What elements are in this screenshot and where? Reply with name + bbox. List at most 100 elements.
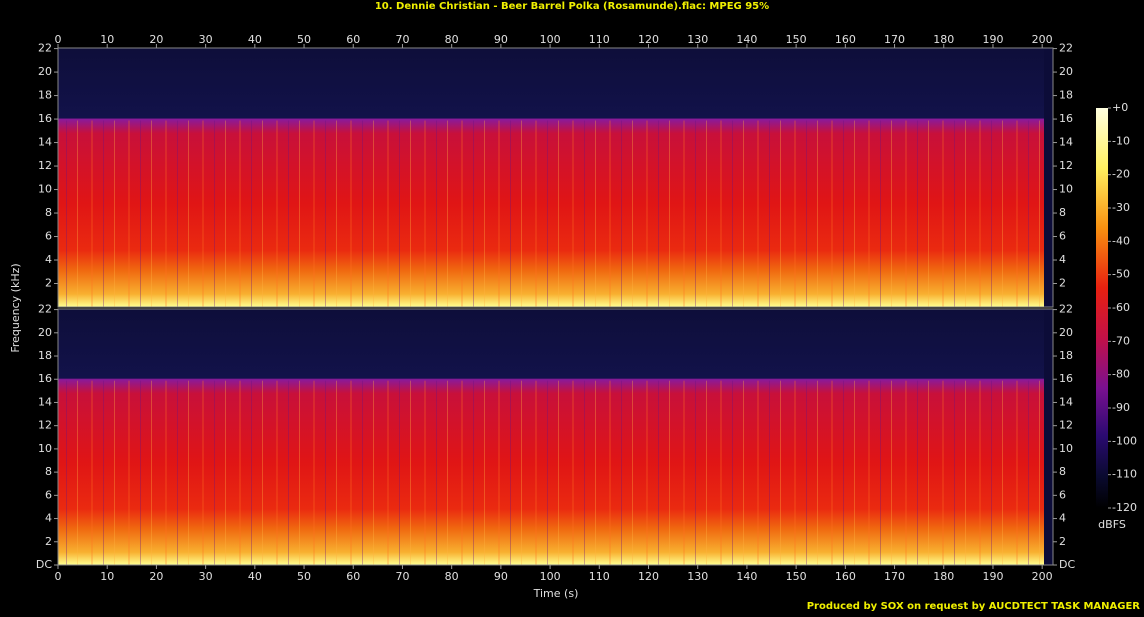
x-tick-label: 60 — [346, 33, 360, 46]
y-tick-label: 12 — [1059, 159, 1073, 172]
colorbar-tick-label: +0 — [1112, 101, 1128, 114]
y-tick-label: 18 — [38, 349, 52, 362]
y-tick-label: 8 — [45, 465, 52, 478]
x-tick-label: 200 — [1032, 570, 1053, 583]
x-tick-label: 40 — [248, 570, 262, 583]
colorbar-tick-label: -100 — [1112, 434, 1137, 447]
x-tick-label: 130 — [687, 570, 708, 583]
y-tick-label: 20 — [1059, 326, 1073, 339]
y-tick-label: 10 — [38, 442, 52, 455]
y-tick-label: DC — [1059, 558, 1075, 571]
plot-frame — [57, 308, 1054, 566]
y-tick-label: 6 — [1059, 488, 1066, 501]
x-tick-label: 190 — [982, 570, 1003, 583]
chart-title: 10. Dennie Christian - Beer Barrel Polka… — [375, 1, 769, 12]
x-tick-label: 190 — [982, 33, 1003, 46]
y-tick-label: 10 — [38, 183, 52, 196]
y-tick-label: 22 — [38, 303, 52, 316]
y-tick-label: 8 — [1059, 206, 1066, 219]
y-tick-label: 14 — [1059, 136, 1073, 149]
colorbar-tick-label: -110 — [1112, 468, 1137, 481]
x-tick-label: 60 — [346, 570, 360, 583]
colorbar-tick-label: -10 — [1112, 134, 1130, 147]
y-tick-label: 6 — [1059, 230, 1066, 243]
y-tick-label: 20 — [38, 65, 52, 78]
x-tick-label: 90 — [494, 570, 508, 583]
y-tick-label: 6 — [45, 488, 52, 501]
x-tick-label: 50 — [297, 33, 311, 46]
x-tick-label: 150 — [786, 33, 807, 46]
x-tick-label: 110 — [589, 33, 610, 46]
colorbar — [1096, 108, 1108, 508]
x-axis-label: Time (s) — [533, 587, 579, 600]
y-tick-label: 4 — [45, 512, 52, 525]
y-tick-label: 6 — [45, 230, 52, 243]
x-tick-label: 10 — [100, 33, 114, 46]
colorbar-tick-label: -90 — [1112, 401, 1130, 414]
colorbar-tick-label: -60 — [1112, 301, 1130, 314]
x-tick-label: 160 — [835, 33, 856, 46]
plot-frame — [57, 47, 1054, 308]
x-tick-label: 150 — [786, 570, 807, 583]
x-tick-label: 80 — [445, 33, 459, 46]
x-tick-label: 40 — [248, 33, 262, 46]
y-tick-label: 22 — [1059, 303, 1073, 316]
colorbar-tick-label: -120 — [1112, 501, 1137, 514]
y-tick-label: 14 — [38, 395, 52, 408]
y-tick-label: 8 — [1059, 465, 1066, 478]
x-tick-label: 200 — [1032, 33, 1053, 46]
x-tick-label: 0 — [55, 33, 62, 46]
x-tick-label: 90 — [494, 33, 508, 46]
spectrogram-streaks — [58, 380, 1044, 565]
y-tick-label: 12 — [38, 419, 52, 432]
y-tick-label: 16 — [1059, 372, 1073, 385]
y-axis-label: Frequency (kHz) — [9, 263, 22, 352]
y-tick-label: 8 — [45, 206, 52, 219]
x-tick-label: 180 — [933, 33, 954, 46]
x-tick-label: 140 — [736, 570, 757, 583]
x-tick-label: 120 — [638, 33, 659, 46]
x-tick-label: 120 — [638, 570, 659, 583]
y-tick-label: 4 — [1059, 512, 1066, 525]
x-tick-label: 20 — [149, 570, 163, 583]
y-tick-label: 16 — [38, 372, 52, 385]
y-tick-label: 18 — [1059, 89, 1073, 102]
colorbar-tick-label: -20 — [1112, 168, 1130, 181]
y-tick-label: 16 — [1059, 112, 1073, 125]
colorbar-tick-label: -40 — [1112, 234, 1130, 247]
y-tick-label: 20 — [1059, 65, 1073, 78]
y-tick-label: 14 — [38, 136, 52, 149]
x-tick-label: 160 — [835, 570, 856, 583]
x-tick-label: 110 — [589, 570, 610, 583]
y-tick-label: 4 — [1059, 253, 1066, 266]
y-tick-label: 12 — [38, 159, 52, 172]
x-tick-label: 30 — [199, 570, 213, 583]
x-tick-label: 10 — [100, 570, 114, 583]
x-tick-label: 20 — [149, 33, 163, 46]
y-tick-label: 4 — [45, 253, 52, 266]
colorbar-label: dBFS — [1098, 518, 1126, 531]
x-tick-label: 100 — [540, 570, 561, 583]
x-tick-label: 70 — [395, 570, 409, 583]
x-tick-label: 170 — [884, 33, 905, 46]
x-tick-label: 100 — [540, 33, 561, 46]
colorbar-tick-label: -70 — [1112, 334, 1130, 347]
x-tick-label: 30 — [199, 33, 213, 46]
footer: Produced by SOX on request by AUCDTECT T… — [807, 601, 1141, 612]
y-tick-label: 2 — [45, 535, 52, 548]
y-tick-label: 10 — [1059, 183, 1073, 196]
x-tick-label: 50 — [297, 570, 311, 583]
y-tick-label: 2 — [1059, 277, 1066, 290]
x-tick-label: 140 — [736, 33, 757, 46]
y-tick-label: 2 — [1059, 535, 1066, 548]
x-tick-label: 0 — [55, 570, 62, 583]
x-tick-label: 170 — [884, 570, 905, 583]
x-tick-label: 80 — [445, 570, 459, 583]
y-tick-label: 18 — [38, 89, 52, 102]
y-tick-label: 22 — [38, 42, 52, 55]
y-tick-label: 16 — [38, 112, 52, 125]
colorbar-tick-label: -80 — [1112, 368, 1130, 381]
y-tick-label: 20 — [38, 326, 52, 339]
